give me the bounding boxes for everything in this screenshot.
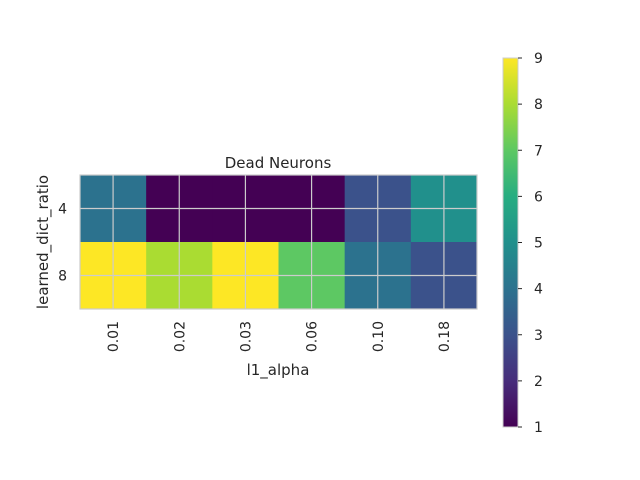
colorbar-tick-label: 6 bbox=[534, 189, 543, 205]
x-tick-label: 0.01 bbox=[106, 321, 122, 352]
chart-title: Dead Neurons bbox=[225, 154, 332, 172]
y-tick-label: 8 bbox=[58, 269, 67, 285]
x-axis-label: l1_alpha bbox=[247, 361, 310, 380]
x-tick-labels: 0.01 0.02 0.03 0.06 0.10 0.18 bbox=[106, 321, 453, 352]
colorbar-tick-label: 9 bbox=[534, 51, 543, 67]
colorbar-tick-label: 2 bbox=[534, 374, 543, 390]
colorbar-tick-labels: 1 2 3 4 5 6 7 8 9 bbox=[518, 51, 543, 436]
colorbar-tick-label: 1 bbox=[534, 420, 543, 436]
heatmap-grid bbox=[80, 175, 477, 309]
y-tick-labels: 48 bbox=[58, 202, 67, 285]
x-tick-label: 0.03 bbox=[238, 321, 254, 352]
heatmap-frame bbox=[79, 174, 478, 310]
colorbar-tick-label: 4 bbox=[534, 282, 543, 298]
colorbar-tick-label: 7 bbox=[534, 143, 543, 159]
colorbar-tick-label: 3 bbox=[534, 328, 543, 344]
colorbar-tick-label: 8 bbox=[534, 97, 543, 113]
colorbar-tick-label: 5 bbox=[534, 236, 543, 252]
y-tick-label: 4 bbox=[58, 202, 67, 218]
x-tick-label: 0.10 bbox=[371, 321, 387, 352]
x-tick-label: 0.06 bbox=[305, 321, 321, 352]
heatmap-cells bbox=[80, 175, 478, 310]
colorbar bbox=[502, 57, 519, 428]
x-tick-label: 0.02 bbox=[172, 321, 188, 352]
y-axis-label: learned_dict_ratio bbox=[34, 175, 53, 309]
x-tick-label: 0.18 bbox=[437, 321, 453, 352]
